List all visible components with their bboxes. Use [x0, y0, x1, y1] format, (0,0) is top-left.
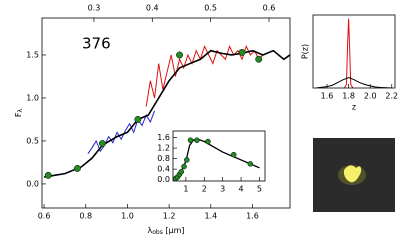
data-line	[343, 18, 354, 88]
axes-frame	[172, 130, 266, 182]
data-point	[176, 51, 183, 59]
plot-area	[313, 15, 395, 88]
data-point	[44, 171, 52, 179]
x-tick-label: 1	[183, 185, 188, 194]
y-tick-label: 1.6	[157, 133, 170, 142]
x-tick-label: 1.2	[163, 212, 176, 221]
x2-tick-label: 0.4	[146, 4, 159, 13]
x-tick-label: 0.6	[38, 212, 51, 221]
x-tick-label: 3	[220, 185, 225, 194]
x2-tick-label: 0.5	[204, 4, 217, 13]
data-point	[184, 157, 190, 163]
y-tick-label: 0.8	[157, 154, 170, 163]
x-tick-label: 2.2	[385, 92, 398, 101]
annotation: 376	[82, 35, 111, 53]
x-label-main: λ	[147, 226, 152, 235]
x-tick-label: 1.8	[342, 92, 355, 101]
axes-frame	[312, 14, 396, 89]
x-tick-label: 1.0	[121, 212, 134, 221]
data-line	[87, 110, 156, 155]
y-tick-label: 0.0	[157, 175, 170, 184]
y-tick-label: 1.5	[26, 50, 39, 59]
data-point	[238, 48, 246, 56]
x-tick-label: 2	[202, 185, 207, 194]
data-point	[134, 115, 142, 123]
y-tick-label: 0.4	[157, 165, 170, 174]
data-point	[205, 138, 211, 145]
data-line	[43, 49, 290, 178]
data-point	[247, 161, 254, 167]
x-tick-label: 2.0	[364, 92, 377, 101]
y-axis-label: P(z)	[301, 44, 310, 59]
y-label-main: F	[14, 112, 23, 117]
y-tick-label: 1.2	[157, 144, 170, 153]
x2-tick-label: 0.6	[263, 4, 276, 13]
data-point	[181, 163, 187, 170]
data-point	[187, 137, 194, 143]
y-tick-label: 0.5	[26, 136, 39, 145]
x-axis-label: λobs [μm]	[147, 226, 184, 236]
x-tick-label: 5	[257, 185, 262, 194]
data-point	[98, 140, 106, 147]
x-tick-label: 1.4	[204, 212, 217, 221]
x2-tick-label: 0.3	[88, 4, 101, 13]
data-line	[316, 77, 392, 88]
axes-frame	[41, 17, 291, 209]
x-tick-label: 1.6	[321, 92, 334, 101]
x-axis-label: z	[352, 103, 356, 112]
data-point	[194, 137, 200, 143]
data-point	[230, 151, 237, 158]
x-tick-label: 1.6	[246, 212, 259, 221]
data-point	[178, 169, 185, 175]
y-tick-label: 0.0	[26, 179, 39, 188]
data-point	[73, 165, 81, 172]
source	[343, 165, 362, 183]
data-point	[255, 55, 263, 63]
y-label-sub: λ	[17, 108, 24, 112]
x-label-unit: [μm]	[163, 226, 185, 235]
x-tick-label: 4	[239, 185, 244, 194]
x-tick-label: 0.8	[79, 212, 92, 221]
x-label-sub: obs	[152, 229, 163, 236]
y-tick-label: 1.0	[26, 93, 39, 102]
y-axis-label: Fλ	[14, 108, 24, 117]
